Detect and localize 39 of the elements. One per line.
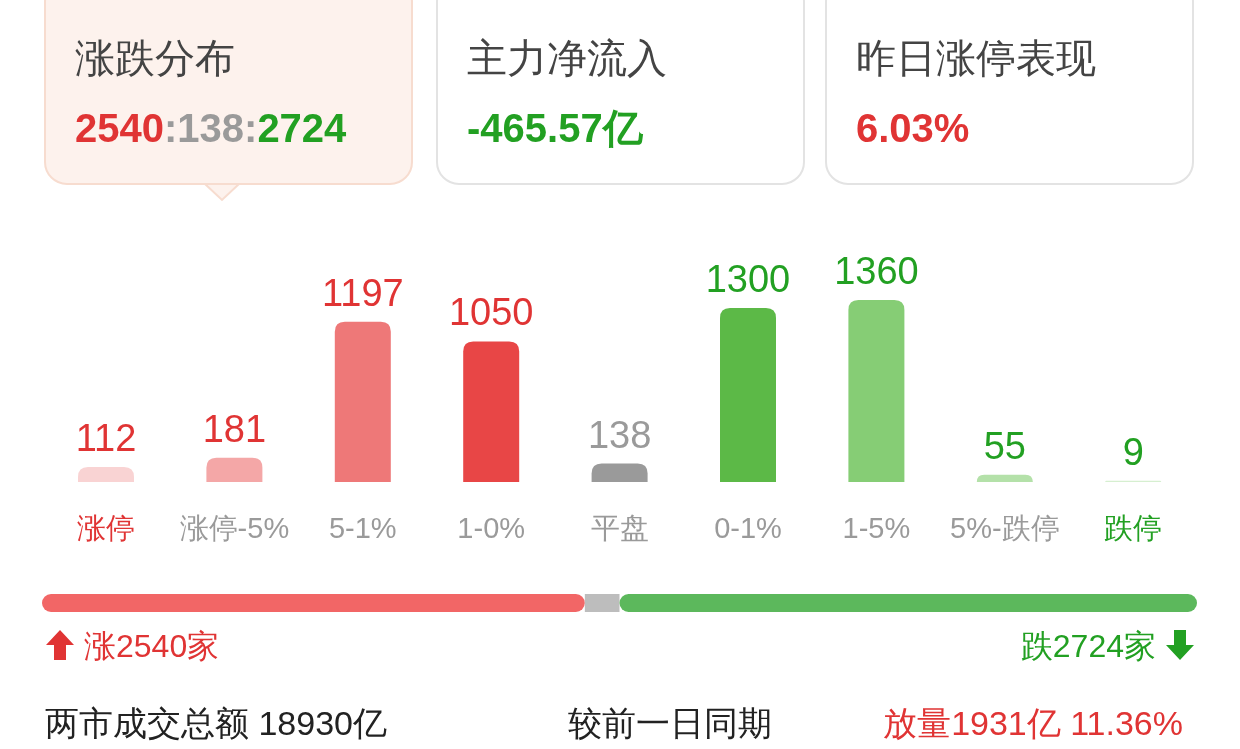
x-tick-label: 1-5% — [842, 512, 911, 544]
text: 涨跌分布 — [75, 36, 235, 80]
data-label: 1050 — [448, 291, 534, 334]
text: :138: — [163, 106, 258, 150]
bar — [206, 457, 263, 482]
x-tick-label: 平盘 — [590, 512, 649, 544]
x-tick-label: 涨停-5% — [179, 512, 290, 544]
data-label: 112 — [75, 417, 137, 460]
text: 6.03% — [856, 106, 970, 150]
text: 2724 — [257, 106, 348, 150]
text: 放量1931亿 11.36% — [883, 704, 1183, 742]
data-label: 1300 — [705, 258, 791, 301]
text: 2540 — [75, 106, 164, 150]
x-tick-label: 跌停 — [1104, 512, 1163, 544]
data-label: 55 — [983, 424, 1026, 467]
bar — [334, 321, 391, 482]
data-label: 138 — [587, 413, 652, 456]
bar — [848, 300, 905, 482]
x-tick-label: 5-1% — [328, 512, 397, 544]
text: 跌2724家 — [1020, 628, 1156, 664]
text: 涨2540家 — [84, 628, 220, 664]
bar — [463, 341, 520, 482]
x-tick-label: 涨停 — [77, 512, 135, 544]
data-label: 1360 — [834, 250, 919, 292]
data-label: 9 — [1122, 430, 1144, 473]
text: -465.57亿 — [467, 106, 644, 150]
x-tick-label: 1-0% — [457, 512, 526, 544]
text: 主力净流入 — [467, 36, 667, 80]
bar — [976, 474, 1033, 482]
bar — [78, 467, 134, 482]
x-tick-label: 5%-跌停 — [950, 512, 1060, 544]
data-label: 1197 — [321, 271, 404, 314]
bar — [720, 308, 776, 482]
text: 较前一日同期 — [568, 704, 772, 742]
bar — [591, 463, 648, 482]
text: 两市成交总额 18930亿 — [45, 704, 387, 742]
data-label: 181 — [202, 407, 267, 450]
text: 昨日涨停表现 — [856, 36, 1096, 80]
x-tick-label: 0-1% — [714, 512, 782, 544]
